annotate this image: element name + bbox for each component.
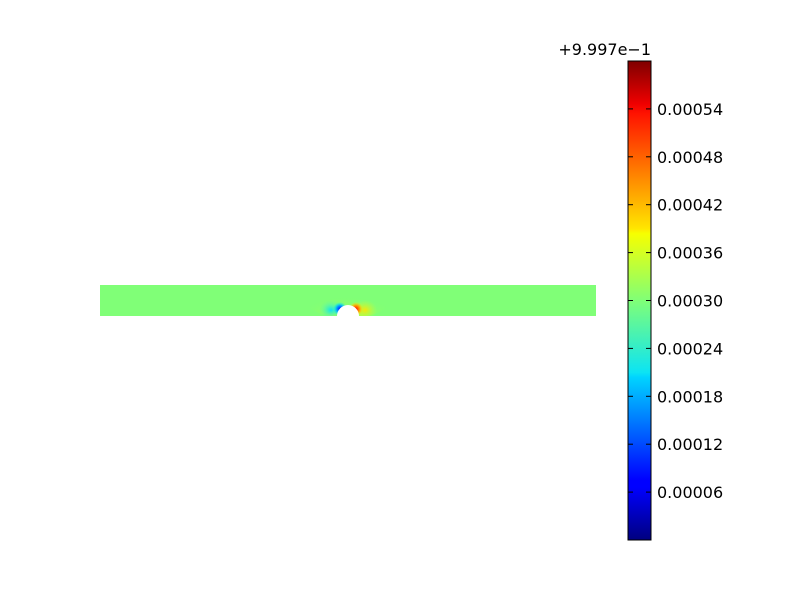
obstacle — [337, 305, 359, 316]
colorbar-tick-label: 0.00006 — [657, 483, 723, 502]
colorbar-tick-label: 0.00042 — [657, 196, 723, 215]
colorbar-tick-label: 0.00024 — [657, 339, 723, 358]
colorbar-offset-label: +9.997e−1 — [558, 40, 651, 59]
colorbar-tick-label: 0.00012 — [657, 435, 723, 454]
colorbar-tick-label: 0.00054 — [657, 100, 723, 119]
colorbar-tick-label: 0.00018 — [657, 387, 723, 406]
colorbar: 0.00006 0.00012 0.00018 0.00024 0.00030 0.000… — [558, 40, 723, 541]
heatmap-field — [100, 285, 596, 316]
colorbar-ticks: 0.00006 0.00012 0.00018 0.00024 0.00030 0.000… — [628, 100, 723, 502]
colorbar-tick-label: 0.00030 — [657, 292, 723, 311]
colorbar-tick-label: 0.00036 — [657, 244, 723, 263]
colorbar-tick-label: 0.00048 — [657, 148, 723, 167]
